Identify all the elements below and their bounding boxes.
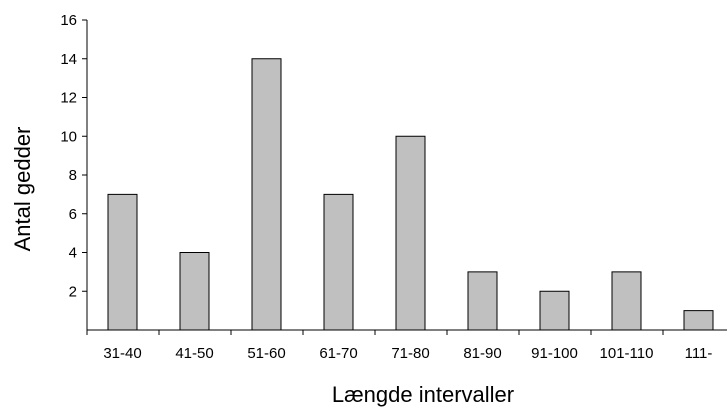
bars-group (107, 58, 714, 331)
bar-101-110 (611, 271, 642, 331)
x-tick-label-101-110: 101-110 (600, 345, 654, 362)
bar-81-90 (467, 271, 498, 331)
x-tick-label-51-60: 51-60 (247, 345, 285, 362)
y-ticks-group: 2 4 6 8 10 12 14 16 (60, 12, 87, 300)
y-tick-label: 6 (69, 206, 77, 223)
y-tick-label: 8 (69, 167, 77, 184)
y-tick-label: 14 (60, 51, 77, 68)
x-tick-label-41-50: 41-50 (175, 345, 213, 362)
y-tick-label: 16 (60, 12, 77, 29)
y-tick-label: 4 (69, 245, 77, 262)
bar-31-40 (107, 193, 138, 331)
y-tick-label: 12 (60, 90, 77, 107)
bar-41-50 (179, 252, 210, 331)
bar-71-80 (395, 135, 426, 331)
x-tick-label-81-90: 81-90 (463, 345, 501, 362)
x-ticks-group: 31-40 41-50 51-60 61-70 71-80 81-90 91-100 101-… (86, 330, 713, 362)
x-tick-label-111-: 111- (685, 345, 713, 362)
x-tick-label-61-70: 61-70 (319, 345, 357, 362)
bar-51-60 (251, 58, 282, 331)
x-axis-title: Længde intervaller (332, 382, 514, 407)
bar-91-100 (539, 290, 570, 331)
y-tick-label: 2 (69, 283, 77, 300)
bar-111- (683, 310, 714, 331)
bar-61-70 (323, 193, 354, 331)
x-tick-label-91-100: 91-100 (531, 345, 578, 362)
x-tick-label-71-80: 71-80 (391, 345, 429, 362)
x-tick-label-31-40: 31-40 (103, 345, 141, 362)
y-tick-label: 10 (60, 128, 77, 145)
y-axis-title: Antal gedder (10, 127, 35, 252)
